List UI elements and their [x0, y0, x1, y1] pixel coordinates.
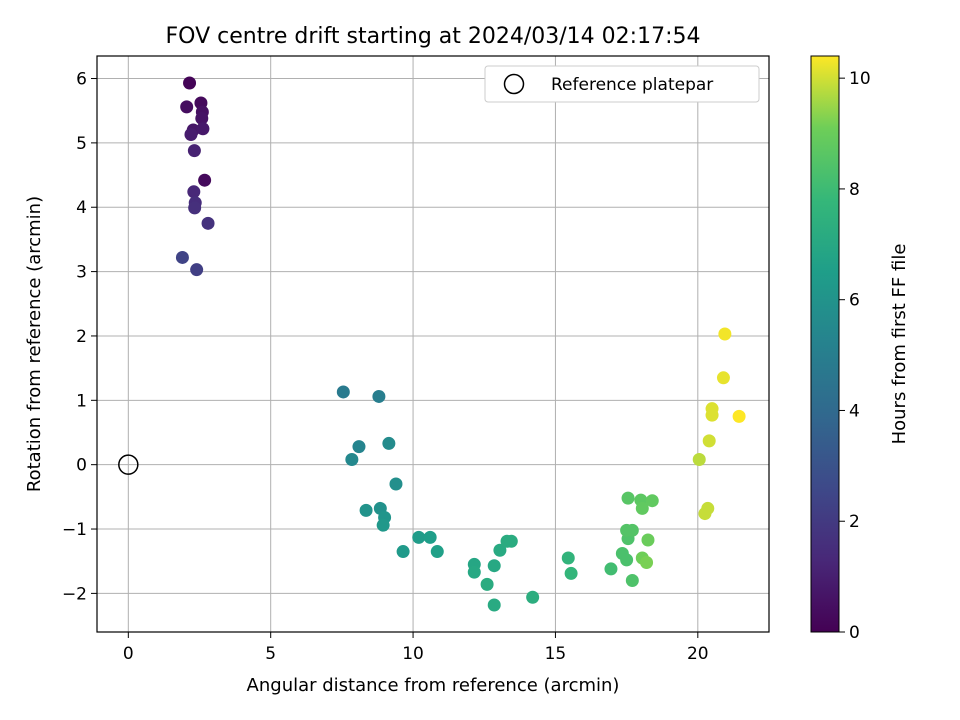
- data-point: [716, 371, 730, 385]
- data-point: [564, 566, 578, 580]
- data-point: [175, 250, 189, 264]
- plot-frame: [96, 55, 770, 633]
- data-point: [180, 100, 194, 114]
- chart-title: FOV centre drift starting at 2024/03/14 …: [166, 24, 701, 49]
- legend-box: [484, 65, 760, 103]
- colorbar-tick-label: 10: [849, 69, 871, 89]
- data-point: [504, 534, 518, 548]
- data-point: [718, 327, 732, 341]
- data-point: [480, 577, 494, 591]
- colorbar-tick-label: 8: [849, 180, 860, 200]
- data-point: [376, 518, 390, 532]
- data-point: [201, 216, 215, 230]
- data-point: [635, 501, 649, 515]
- colorbar-tick-label: 4: [849, 401, 860, 421]
- y-axis-ticks: −2 −1 0 1 2 3 4 5 6: [62, 70, 97, 604]
- colorbar-tick-label: 0: [849, 623, 860, 643]
- data-point: [359, 503, 373, 517]
- data-point: [701, 501, 715, 515]
- data-point: [190, 263, 204, 277]
- data-point: [345, 453, 359, 467]
- y-tick-label: 6: [76, 70, 87, 90]
- data-point: [625, 574, 639, 588]
- data-point: [183, 76, 197, 90]
- y-tick-label: −1: [62, 520, 87, 540]
- data-point: [641, 533, 655, 547]
- legend: Reference platepar: [484, 65, 760, 103]
- y-tick-label: 2: [76, 327, 87, 347]
- data-point: [195, 111, 209, 125]
- x-tick-label: 10: [402, 644, 424, 664]
- data-point: [604, 562, 618, 576]
- data-point: [423, 530, 437, 544]
- colorbar-tick-label: 6: [849, 291, 860, 311]
- y-tick-label: 5: [76, 134, 87, 154]
- colorbar: 0 2 4 6 8 10 Hours from first FF file: [810, 55, 910, 643]
- data-point: [430, 545, 444, 559]
- x-tick-label: 20: [687, 644, 709, 664]
- data-point: [487, 598, 501, 612]
- data-point: [467, 565, 481, 579]
- data-point: [493, 543, 507, 557]
- y-tick-label: 3: [76, 263, 87, 283]
- colorbar-tick-label: 2: [849, 512, 860, 532]
- data-point: [412, 530, 426, 544]
- data-point: [188, 201, 202, 215]
- y-tick-label: 0: [76, 456, 87, 476]
- data-point: [187, 185, 201, 199]
- legend-marker-icon: [503, 73, 525, 95]
- data-point: [196, 122, 210, 136]
- data-point: [352, 440, 366, 454]
- colorbar-gradient: [810, 55, 840, 633]
- data-point: [620, 553, 634, 567]
- data-point: [732, 409, 746, 423]
- x-axis-ticks: 0 5 10 15 20: [123, 632, 709, 664]
- colorbar-ticks: 0 2 4 6 8 10: [839, 69, 871, 643]
- data-point: [372, 389, 386, 403]
- x-tick-label: 5: [265, 644, 276, 664]
- reference-platepar-marker: [118, 454, 139, 475]
- data-points: [118, 76, 746, 612]
- data-point: [561, 551, 575, 565]
- data-point: [382, 436, 396, 450]
- y-tick-label: 1: [76, 391, 87, 411]
- legend-entry-reference: Reference platepar: [551, 75, 713, 95]
- data-point: [198, 173, 212, 187]
- data-point: [187, 144, 201, 158]
- data-point: [640, 555, 654, 569]
- x-tick-label: 0: [123, 644, 134, 664]
- grid-lines: [97, 56, 769, 632]
- data-point: [692, 453, 706, 467]
- x-axis-label: Angular distance from reference (arcmin): [247, 675, 620, 696]
- y-axis-label: Rotation from reference (arcmin): [24, 196, 45, 492]
- data-point: [625, 523, 639, 537]
- data-point: [621, 491, 635, 505]
- y-tick-label: −2: [62, 584, 87, 604]
- data-point: [389, 477, 403, 491]
- data-point: [705, 402, 719, 416]
- colorbar-label: Hours from first FF file: [889, 244, 910, 445]
- data-point: [184, 128, 198, 142]
- data-point: [526, 590, 540, 604]
- data-point: [336, 385, 350, 399]
- data-point: [487, 559, 501, 573]
- x-tick-label: 15: [545, 644, 567, 664]
- data-point: [702, 434, 716, 448]
- data-point: [396, 545, 410, 559]
- y-tick-label: 4: [76, 198, 87, 218]
- data-point: [645, 494, 659, 508]
